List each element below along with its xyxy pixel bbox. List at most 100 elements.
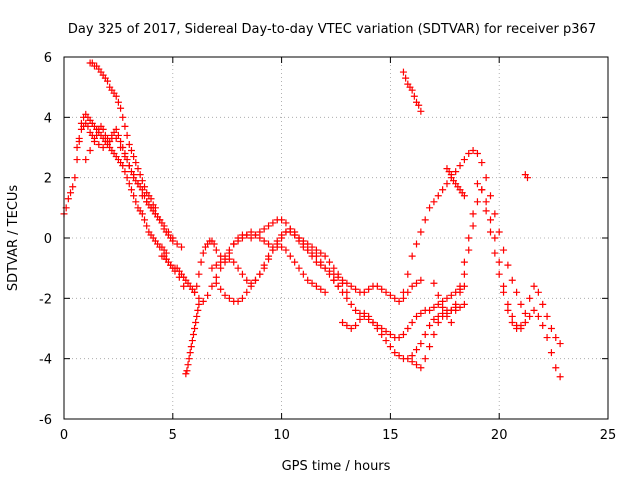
data-point (430, 279, 438, 287)
data-point (343, 279, 351, 287)
data-point (482, 174, 490, 182)
data-point (556, 373, 564, 381)
data-point (119, 113, 127, 121)
data-point (447, 318, 455, 326)
data-point (330, 276, 338, 284)
data-point (426, 321, 434, 329)
data-point (104, 137, 112, 145)
data-point (93, 131, 101, 139)
data-point (169, 234, 177, 242)
data-point (158, 252, 166, 260)
data-point (180, 282, 188, 290)
data-point (286, 225, 294, 233)
data-point (508, 312, 516, 320)
series-track-c (86, 59, 159, 212)
data-point (552, 334, 560, 342)
data-point (443, 294, 451, 302)
data-point (402, 74, 410, 82)
data-point (260, 264, 268, 272)
data-point (399, 68, 407, 76)
data-point (282, 228, 290, 236)
data-point (508, 318, 516, 326)
x-tick-label: 0 (60, 428, 68, 443)
series-track-d (82, 131, 186, 251)
data-point (247, 228, 255, 236)
data-point (469, 147, 477, 155)
data-point (543, 312, 551, 320)
data-point (339, 276, 347, 284)
data-point (192, 318, 200, 326)
data-point (82, 156, 90, 164)
series-track-l (339, 300, 468, 363)
data-point (317, 261, 325, 269)
data-point (278, 243, 286, 251)
y-axis-title: SDTVAR / TECUs (6, 185, 21, 292)
data-point (547, 325, 555, 332)
data-point (299, 240, 307, 248)
data-point (526, 294, 534, 302)
data-point (171, 267, 179, 275)
series-track-j (208, 225, 425, 305)
data-point (452, 300, 460, 308)
data-point (69, 183, 77, 191)
data-point (478, 186, 486, 194)
data-point (417, 228, 425, 236)
data-point (183, 367, 191, 375)
data-point (434, 192, 442, 200)
data-point (217, 264, 225, 272)
data-point (117, 137, 125, 145)
data-points (60, 59, 564, 381)
series-track-q (443, 165, 468, 200)
data-point (530, 282, 538, 290)
data-point (443, 180, 451, 188)
x-tick-label: 15 (382, 428, 399, 443)
data-point (121, 153, 129, 161)
data-point (456, 282, 464, 290)
data-point (417, 309, 425, 317)
data-point (491, 234, 499, 242)
y-tick-label: 6 (44, 51, 52, 66)
data-point (108, 131, 116, 139)
data-point (404, 270, 412, 278)
data-point (256, 228, 264, 236)
data-point (117, 104, 125, 112)
series-track-p (399, 68, 425, 115)
data-point (195, 294, 203, 302)
data-point (413, 240, 421, 248)
data-point (456, 288, 464, 296)
data-point (304, 246, 312, 254)
data-point (186, 349, 194, 357)
data-point (456, 303, 464, 311)
data-point (408, 352, 416, 360)
data-point (391, 349, 399, 357)
data-point (330, 270, 338, 278)
data-point (299, 270, 307, 278)
data-point (212, 261, 220, 269)
data-point (500, 288, 508, 296)
data-point (251, 276, 259, 284)
data-point (260, 237, 268, 245)
data-point (413, 346, 421, 354)
data-point (230, 240, 238, 248)
data-point (460, 300, 468, 308)
data-point (212, 279, 220, 287)
data-point (251, 231, 259, 239)
data-point (64, 195, 72, 203)
data-point (508, 276, 516, 284)
data-point (114, 98, 122, 106)
data-point (543, 334, 551, 342)
data-point (73, 144, 81, 151)
data-point (104, 77, 112, 85)
data-point (308, 279, 316, 287)
data-point (404, 325, 412, 332)
data-point (434, 300, 442, 308)
data-point (486, 216, 494, 224)
y-tick-label: -4 (39, 353, 52, 368)
data-point (191, 288, 199, 296)
data-point (191, 325, 199, 332)
data-point (486, 228, 494, 236)
data-point (421, 216, 429, 224)
x-tick-labels: 0 5 10 15 20 25 (60, 428, 616, 443)
data-point (500, 246, 508, 254)
data-point (373, 282, 381, 290)
